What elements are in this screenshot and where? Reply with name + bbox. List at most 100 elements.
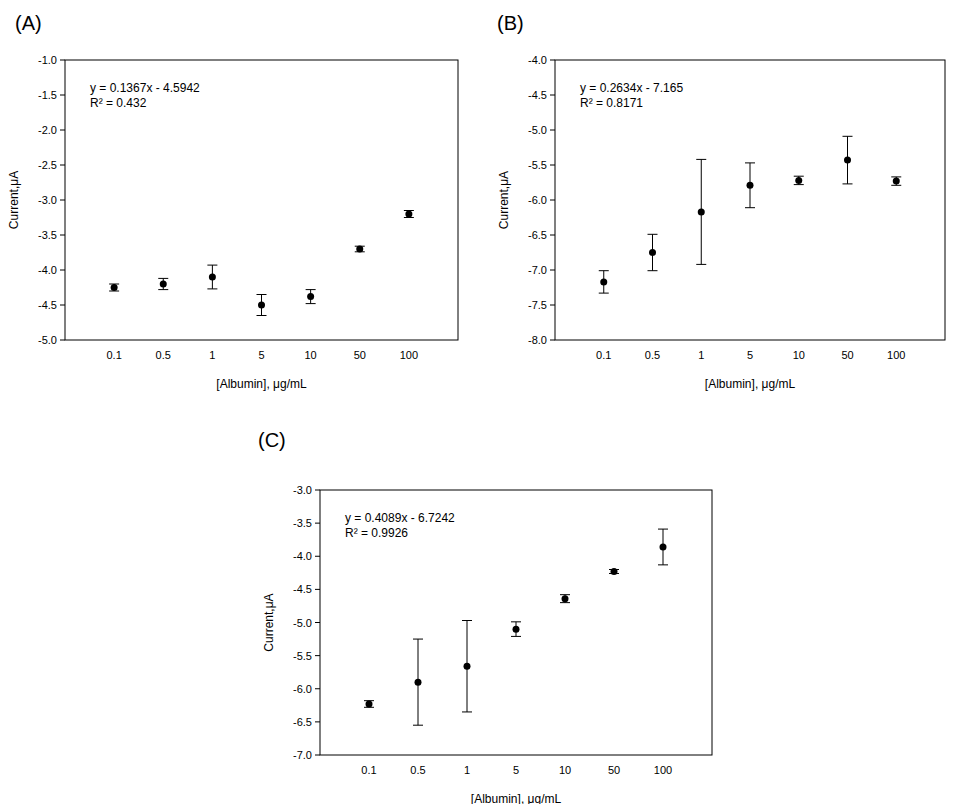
error-cap — [462, 620, 472, 621]
error-cap — [696, 159, 706, 160]
y-axis-label: Current,μA — [262, 593, 276, 651]
y-tick — [550, 130, 555, 131]
y-tick-label: -5.5 — [528, 159, 547, 171]
y-tick-label: -7.5 — [528, 299, 547, 311]
data-group — [109, 211, 414, 316]
data-point — [307, 293, 314, 300]
error-cap — [658, 529, 668, 530]
error-bar — [404, 211, 414, 218]
y-tick — [60, 340, 65, 341]
y-tick-label: -4.5 — [38, 299, 57, 311]
x-tick-label: 10 — [305, 349, 317, 361]
y-tick — [315, 622, 320, 623]
data-group — [364, 529, 668, 725]
x-tick-label: 0.5 — [156, 349, 171, 361]
annotation: R² = 0.8171 — [580, 96, 643, 110]
x-tick-label: 100 — [887, 349, 905, 361]
error-cap — [511, 636, 521, 637]
data-point — [209, 274, 216, 281]
annotation: R² = 0.432 — [90, 96, 147, 110]
error-bar — [462, 621, 472, 712]
y-tick — [60, 165, 65, 166]
x-tick-label: 50 — [354, 349, 366, 361]
x-tick-label: 0.5 — [645, 349, 660, 361]
y-tick-label: -3.5 — [293, 517, 312, 529]
y-axis-label: Current,μA — [497, 171, 511, 229]
x-tick-label: 5 — [258, 349, 264, 361]
y-tick-label: -2.5 — [38, 159, 57, 171]
y-tick-label: -6.5 — [528, 229, 547, 241]
y-tick-label: -1.5 — [38, 89, 57, 101]
error-cap — [306, 289, 316, 290]
y-tick — [550, 340, 555, 341]
y-tick-label: -3.0 — [38, 194, 57, 206]
data-point — [160, 281, 167, 288]
error-cap — [745, 162, 755, 163]
y-tick — [315, 655, 320, 656]
y-tick — [60, 130, 65, 131]
error-cap — [158, 289, 168, 290]
x-tick-label: 100 — [654, 764, 672, 776]
error-cap — [745, 207, 755, 208]
data-point — [611, 568, 618, 575]
x-axis-label: [Albumin], μg/mL — [216, 377, 307, 391]
y-tick-label: -2.0 — [38, 124, 57, 136]
y-tick-label: -4.0 — [528, 54, 547, 66]
data-point — [513, 626, 520, 633]
error-cap — [207, 265, 217, 266]
error-bar — [364, 701, 374, 708]
error-bar — [306, 290, 316, 304]
x-tick-label: 10 — [793, 349, 805, 361]
y-tick-label: -6.5 — [293, 716, 312, 728]
y-tick — [315, 556, 320, 557]
y-tick-label: -3.5 — [38, 229, 57, 241]
y-tick-label: -7.0 — [528, 264, 547, 276]
error-bar — [843, 136, 853, 184]
error-bar — [599, 271, 609, 293]
y-tick — [60, 200, 65, 201]
x-tick-label: 1 — [464, 764, 470, 776]
y-tick — [550, 200, 555, 201]
y-tick — [60, 305, 65, 306]
error-bar — [158, 278, 168, 289]
y-tick — [315, 721, 320, 722]
x-tick-label: 10 — [559, 764, 571, 776]
error-cap — [599, 270, 609, 271]
annotation: y = 0.1367x - 4.5942 — [90, 81, 200, 95]
y-tick — [60, 60, 65, 61]
error-cap — [658, 564, 668, 565]
annotation: y = 0.2634x - 7.165 — [580, 81, 683, 95]
error-bar — [658, 529, 668, 565]
y-tick-label: -3.0 — [293, 484, 312, 496]
y-tick — [550, 95, 555, 96]
y-tick — [315, 490, 320, 491]
data-point — [562, 595, 569, 602]
x-tick-label: 0.1 — [596, 349, 611, 361]
y-tick — [550, 165, 555, 166]
y-tick-label: -4.5 — [293, 583, 312, 595]
error-cap — [158, 278, 168, 279]
panel: (C)-7.0-6.5-6.0-5.5-5.0-4.5-4.0-3.5-3.00… — [258, 429, 712, 804]
data-point — [795, 177, 802, 184]
error-cap — [462, 711, 472, 712]
data-point — [366, 700, 373, 707]
y-tick — [315, 523, 320, 524]
error-bar — [257, 295, 267, 316]
error-bar — [648, 234, 658, 270]
panel: (A)-5.0-4.5-4.0-3.5-3.0-2.5-2.0-1.5-1.00… — [7, 12, 458, 391]
data-point — [844, 157, 851, 164]
error-cap — [257, 315, 267, 316]
x-tick-label: 5 — [513, 764, 519, 776]
data-point — [698, 208, 705, 215]
error-cap — [648, 234, 658, 235]
y-tick-label: -8.0 — [528, 334, 547, 346]
data-point — [405, 211, 412, 218]
panel-title: (A) — [15, 12, 42, 34]
error-cap — [413, 725, 423, 726]
error-bar — [794, 176, 804, 184]
x-tick-label: 100 — [400, 349, 418, 361]
error-cap — [599, 293, 609, 294]
error-cap — [891, 176, 901, 177]
y-tick-label: -6.0 — [528, 194, 547, 206]
figure: (A)-5.0-4.5-4.0-3.5-3.0-2.5-2.0-1.5-1.00… — [0, 0, 967, 804]
